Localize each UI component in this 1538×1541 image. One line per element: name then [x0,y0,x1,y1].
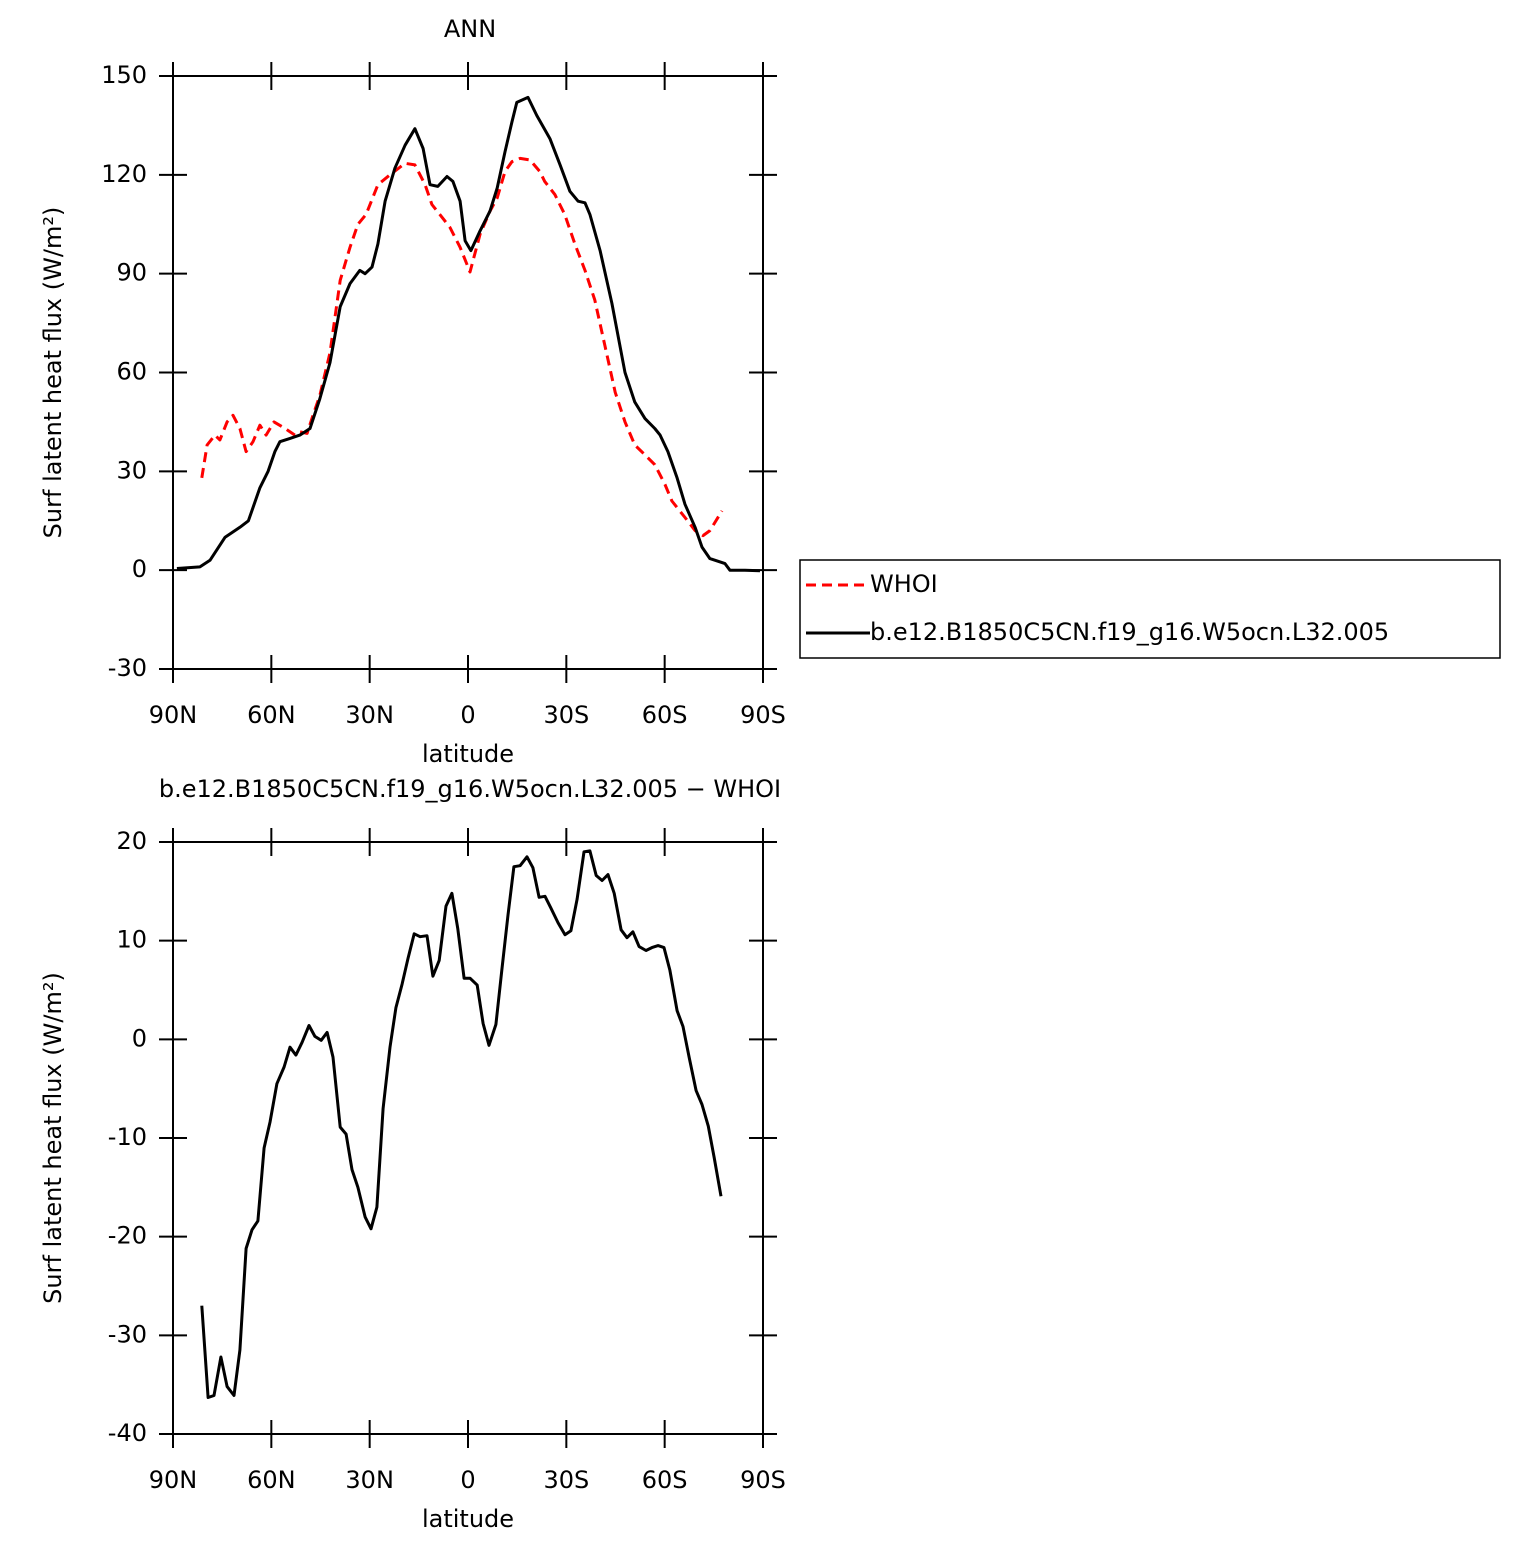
y-tick-label: 150 [101,61,147,89]
x-tick-label: 60N [247,701,296,729]
x-tick-label: 30S [543,1466,589,1494]
chart-title: ANN [444,15,496,43]
x-tick-label: 90S [740,1466,786,1494]
x-axis-label: latitude [422,740,514,768]
x-tick-label: 60N [247,1466,296,1494]
y-tick-label: -40 [108,1419,147,1447]
y-axis-label: Surf latent heat flux (W/m²) [39,972,67,1304]
legend-box [799,559,1501,659]
y-tick-label: 10 [116,926,147,954]
y-tick-label: -30 [108,1320,147,1348]
y-tick-label: 0 [132,1024,147,1052]
legend-label: WHOI [870,570,938,598]
y-tick-label: 0 [132,555,147,583]
x-tick-label: 0 [460,1466,475,1494]
y-tick-label: -30 [108,654,147,682]
x-tick-label: 30S [543,701,589,729]
y-tick-label: -10 [108,1123,147,1151]
y-tick-label: 90 [116,259,147,287]
x-tick-label: 30N [345,701,394,729]
y-axis-label: Surf latent heat flux (W/m²) [39,207,67,539]
y-tick-label: -20 [108,1222,147,1250]
y-tick-label: 30 [116,456,147,484]
y-tick-label: 120 [101,160,147,188]
x-tick-label: 90N [149,701,198,729]
legend-label: b.e12.B1850C5CN.f19_g16.W5ocn.L32.005 [870,618,1389,646]
x-axis-label: latitude [422,1505,514,1533]
data-line [200,849,723,1399]
x-tick-label: 60S [642,701,688,729]
data-line [200,156,724,538]
x-tick-label: 30N [345,1466,394,1494]
plot-frame [172,841,764,1435]
y-tick-label: 60 [116,358,147,386]
chart-title: b.e12.B1850C5CN.f19_g16.W5ocn.L32.005 − … [159,775,781,803]
x-tick-label: 0 [460,701,475,729]
plot-frame [172,75,764,670]
x-tick-label: 90S [740,701,786,729]
x-tick-label: 60S [642,1466,688,1494]
y-tick-label: 20 [116,827,147,855]
data-line [176,95,761,573]
x-tick-label: 90N [149,1466,198,1494]
